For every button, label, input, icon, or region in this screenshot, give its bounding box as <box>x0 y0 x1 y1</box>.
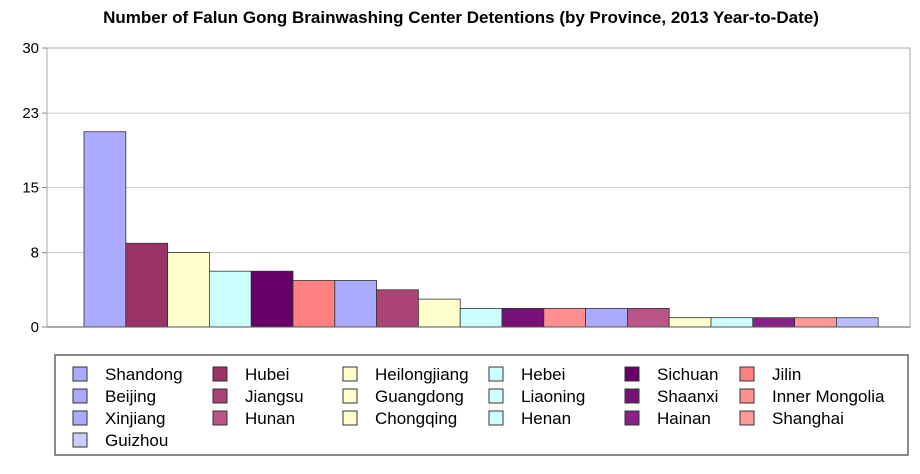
legend-label: Liaoning <box>521 387 585 406</box>
bars <box>83 131 879 328</box>
legend-label: Heilongjiang <box>375 365 469 384</box>
bar-beijing <box>334 280 377 328</box>
y-tick-label: 8 <box>31 245 39 262</box>
bar-heilongjiang <box>167 252 210 328</box>
legend-box <box>54 354 909 456</box>
bar-sichuan <box>250 270 294 328</box>
legend-label: Guangdong <box>375 387 464 406</box>
legend-label: Jiangsu <box>245 387 304 406</box>
bar-jiangsu <box>376 289 419 328</box>
bar-liaoning <box>459 307 503 328</box>
legend-label: Shanghai <box>772 409 844 428</box>
legend-swatch <box>624 366 640 382</box>
legend-swatch <box>488 366 504 382</box>
bar-hebei <box>208 270 252 328</box>
legend-label: Shaanxi <box>657 387 718 406</box>
bar-hubei <box>125 242 169 328</box>
legend-swatch <box>72 410 88 426</box>
legend-swatch <box>212 410 228 426</box>
legend-swatch <box>342 388 358 404</box>
legend-swatch <box>72 366 88 382</box>
chart-title: Number of Falun Gong Brainwashing Center… <box>103 8 819 27</box>
legend-label: Beijing <box>105 387 156 406</box>
legend-label: Hunan <box>245 409 295 428</box>
legend-label: Inner Mongolia <box>772 387 885 406</box>
legend-swatch <box>488 410 504 426</box>
bar-inner-mongolia <box>543 307 586 328</box>
y-tick-label: 30 <box>22 40 39 57</box>
legend-swatch <box>72 432 88 448</box>
legend-swatch <box>624 388 640 404</box>
legend-label: Guizhou <box>105 431 168 450</box>
bar-guangdong <box>417 298 461 328</box>
legend-label: Hubei <box>245 365 289 384</box>
legend-swatch <box>212 366 228 382</box>
legend-label: Shandong <box>105 365 183 384</box>
legend: Shandong Hubei Heilongjiang Hebei Sichuan Jil… <box>72 365 885 450</box>
legend-label: Hainan <box>657 409 711 428</box>
bar-hainan <box>752 317 795 328</box>
legend-label: Jilin <box>772 365 801 384</box>
legend-swatch <box>342 366 358 382</box>
legend-label: Hebei <box>521 365 565 384</box>
bar-hunan <box>627 307 670 328</box>
legend-swatch <box>342 410 358 426</box>
bar-chongqing <box>668 317 712 328</box>
bar-jilin <box>292 280 336 328</box>
legend-swatch <box>212 388 228 404</box>
y-tick-label: 0 <box>31 319 39 336</box>
bar-guizhou <box>836 317 879 328</box>
legend-label: Chongqing <box>375 409 457 428</box>
bar-shandong <box>83 131 127 328</box>
bar-henan <box>710 317 754 328</box>
y-tick-label: 23 <box>22 105 39 122</box>
bar-shanghai <box>794 317 837 328</box>
legend-swatch <box>739 410 755 426</box>
y-axis-ticks: 0 8 15 23 30 <box>22 40 47 336</box>
legend-label: Sichuan <box>657 365 718 384</box>
legend-swatch <box>72 388 88 404</box>
bar-xinjiang <box>585 307 628 328</box>
y-tick-label: 15 <box>22 180 39 197</box>
legend-swatch <box>739 366 755 382</box>
legend-swatch <box>739 388 755 404</box>
legend-label: Xinjiang <box>105 409 166 428</box>
legend-swatch <box>488 388 504 404</box>
legend-swatch <box>624 410 640 426</box>
legend-label: Henan <box>521 409 571 428</box>
bar-shaanxi <box>501 307 545 328</box>
